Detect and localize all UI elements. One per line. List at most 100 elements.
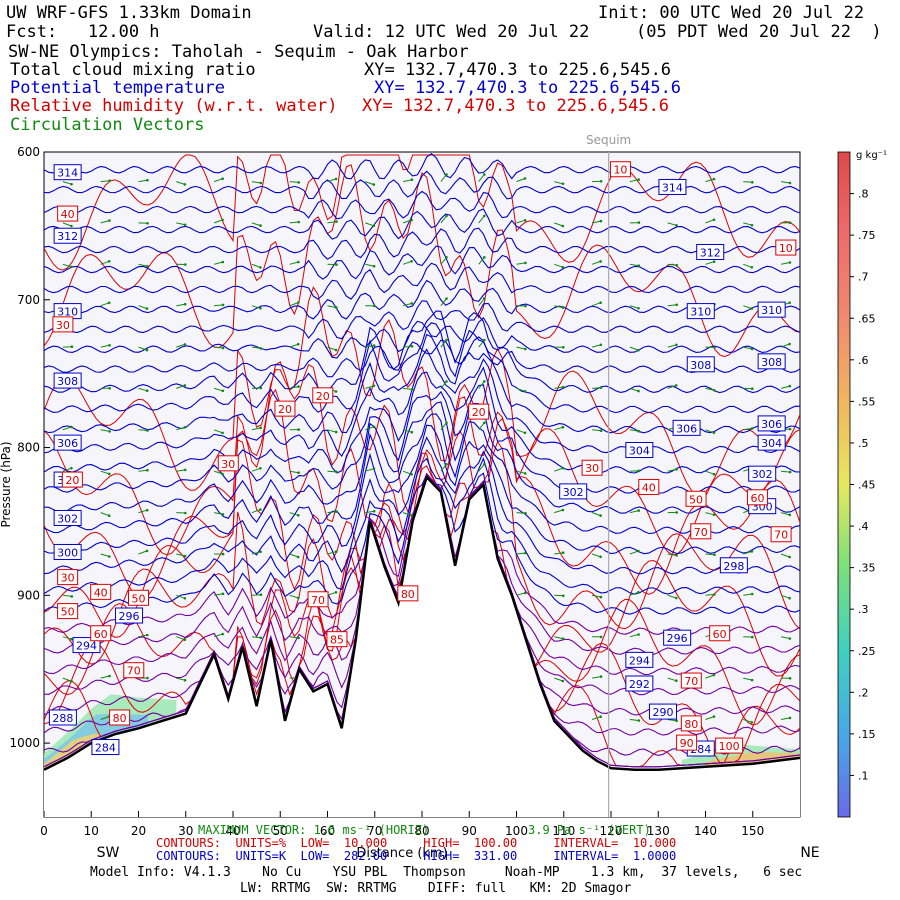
theta-label-box xyxy=(686,303,715,320)
vector-arrow xyxy=(554,222,563,227)
vector-arrow xyxy=(629,634,639,638)
vector-arrow xyxy=(667,222,677,226)
theta-label-box xyxy=(648,703,677,720)
vector-arrow xyxy=(440,256,447,265)
vector-arrowhead xyxy=(259,550,262,554)
vector-arrow xyxy=(138,179,148,183)
theta-label-box xyxy=(115,607,144,624)
vector-arrowhead xyxy=(184,511,187,515)
vector-arrowhead xyxy=(183,638,187,641)
vector-arrowhead xyxy=(146,222,149,225)
rh-label-box xyxy=(57,205,79,222)
vector-arrow xyxy=(591,512,601,517)
vector-arrow xyxy=(780,385,790,389)
vector-arrowhead xyxy=(637,429,641,433)
vector-arrow xyxy=(516,346,526,350)
vector-arrow xyxy=(138,346,148,351)
vector-arrowhead xyxy=(108,344,111,347)
vector-arrowhead xyxy=(259,593,263,596)
vector-arrowhead xyxy=(70,679,73,683)
vector-arrowhead xyxy=(372,510,376,513)
theta-contour-line xyxy=(44,348,800,457)
vector-arrowhead xyxy=(750,592,754,596)
vector-arrowhead xyxy=(751,387,754,391)
vector-arrowhead xyxy=(70,637,73,641)
vector-arrowhead xyxy=(561,385,565,389)
vector-arrowhead xyxy=(183,384,187,387)
vector-arrow xyxy=(478,215,485,224)
vector-arrowhead xyxy=(712,218,716,222)
vector-arrow xyxy=(554,677,563,682)
vector-arrow xyxy=(516,470,526,474)
rh-label-box xyxy=(638,478,660,495)
vector-arrowhead xyxy=(259,467,262,470)
theta-label-box xyxy=(72,637,101,654)
vector-arrow xyxy=(138,263,148,267)
colorbar-tick-label: .15 xyxy=(858,728,876,741)
vector-arrow xyxy=(592,676,602,679)
vector-arrow xyxy=(327,470,337,473)
theta-label: 296 xyxy=(119,610,140,623)
vector-arrow xyxy=(100,429,110,432)
vector-arrow xyxy=(100,302,110,307)
sequim-label: Sequim xyxy=(586,133,631,147)
vector-arrow xyxy=(516,429,526,434)
vector-arrowhead xyxy=(372,183,376,186)
vector-arrowhead xyxy=(146,468,149,472)
rh-label-box xyxy=(123,662,145,679)
vector-arrowhead xyxy=(561,306,565,309)
vector-arrow xyxy=(705,470,715,475)
vector-arrow xyxy=(781,717,791,720)
rh-label-box xyxy=(775,239,797,256)
vector-arrowhead xyxy=(145,348,149,352)
vector-arrow xyxy=(591,716,601,720)
header-fcst: Fcst: 12.00 h xyxy=(6,22,160,42)
vector-arrowhead xyxy=(70,345,74,349)
vector-arrowhead xyxy=(788,637,792,640)
rh-label-box xyxy=(109,709,131,726)
vector-arrowhead xyxy=(107,514,111,517)
vector-arrow xyxy=(213,178,223,183)
x-tick-label: 150 xyxy=(741,824,764,838)
vector-arrow xyxy=(365,468,375,472)
vector-arrow xyxy=(667,719,677,722)
vector-arrow xyxy=(289,386,299,389)
vector-arrowhead xyxy=(599,429,603,433)
vector-arrow xyxy=(743,427,753,431)
vector-arrowhead xyxy=(107,260,111,263)
vector-arrow xyxy=(705,593,715,596)
vector-arrow xyxy=(138,550,148,555)
x-tick-label: 100 xyxy=(505,824,528,838)
vector-arrowhead xyxy=(637,348,640,352)
vector-arrow xyxy=(554,305,564,309)
vector-arrow xyxy=(743,719,752,723)
vector-arrowhead xyxy=(483,214,486,218)
sequim-marker: Sequim xyxy=(586,133,631,817)
vector-arrow xyxy=(440,298,447,307)
vector-arrowhead xyxy=(713,389,716,392)
theta-label-box xyxy=(719,557,748,574)
vector-arrowhead xyxy=(221,592,225,596)
vector-arrow xyxy=(327,551,337,555)
vector-arrow xyxy=(62,467,72,472)
vector-arrowhead xyxy=(713,553,716,556)
vector-arrowhead xyxy=(221,177,224,180)
rh-label-box xyxy=(746,489,768,506)
vector-arrowhead xyxy=(523,472,527,475)
vector-arrow xyxy=(516,219,526,224)
vector-arrowhead xyxy=(334,550,338,553)
vector-arrowhead xyxy=(483,297,486,300)
vector-arrowhead xyxy=(335,220,338,223)
rh-label: 60 xyxy=(750,492,764,505)
vector-arrow xyxy=(554,509,564,514)
vector-arrowhead xyxy=(562,346,565,349)
vector-arrowhead xyxy=(675,679,678,682)
theta-label: 298 xyxy=(723,560,744,573)
colorbar-tick-label: .55 xyxy=(858,395,876,408)
header-valid-pdt: (05 PDT Wed 20 Jul 22 ) xyxy=(636,22,882,42)
rh-contour-line xyxy=(44,439,800,638)
vector-arrowhead xyxy=(70,425,73,429)
vector-arrowhead xyxy=(599,386,603,389)
colorbar-tick-label: .4 xyxy=(858,520,869,533)
theta-contour-line xyxy=(44,227,800,260)
